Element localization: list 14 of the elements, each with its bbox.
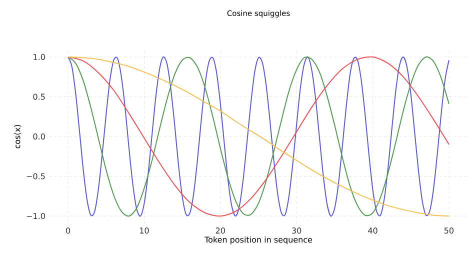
y-tick-label: −0.5: [26, 173, 45, 180]
x-axis-title: Token position in sequence: [204, 236, 312, 244]
x-tick-label: 0: [66, 228, 70, 234]
y-axis-title: cos(x): [14, 124, 22, 148]
x-tick-label: 30: [292, 228, 302, 234]
y-tick-label: 0.5: [33, 94, 45, 100]
y-tick-label: 0.0: [33, 133, 45, 140]
y-tick-label: −1.0: [26, 213, 45, 220]
x-tick-label: 50: [444, 228, 454, 234]
x-tick-label: 20: [216, 228, 225, 234]
line-series: [68, 56, 450, 217]
y-tick-label: 1.0: [34, 54, 45, 60]
x-tick-label: 10: [140, 228, 149, 234]
x-tick-label: 40: [368, 228, 378, 234]
